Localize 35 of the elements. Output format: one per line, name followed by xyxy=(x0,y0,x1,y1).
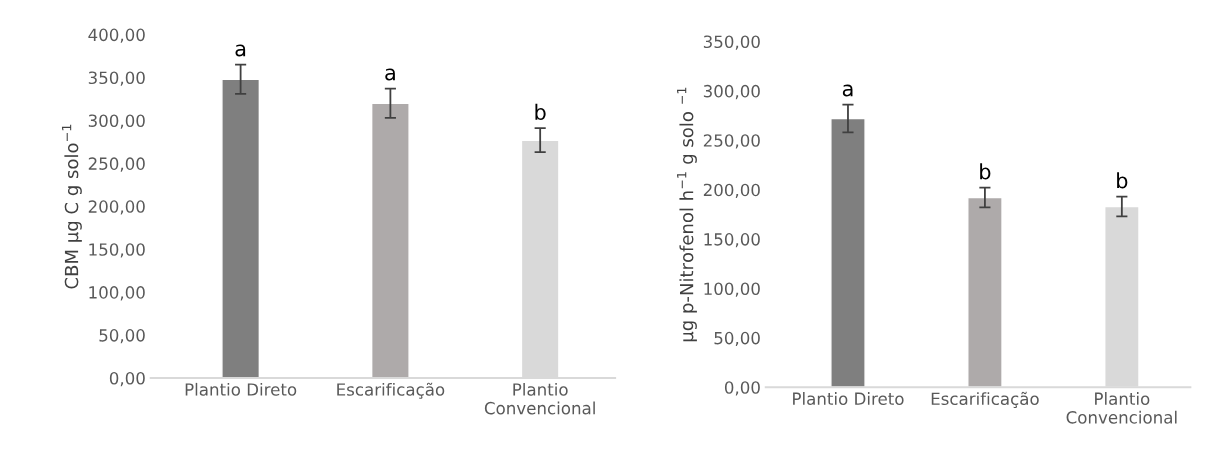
bar xyxy=(221,78,261,379)
y-tick-label: 200,00 xyxy=(703,183,760,198)
y-tick-label: 100,00 xyxy=(704,282,760,297)
y-axis-title: CBM µg C g solo$^{−1}$ xyxy=(61,124,82,289)
y-tick-label: 250,00 xyxy=(88,157,145,172)
x-tick-label: Plantio Convencional xyxy=(484,382,595,415)
y-tick-label: 350,00 xyxy=(703,35,760,50)
y-tick-label: 150,00 xyxy=(704,233,760,248)
y-tick-label: 50,00 xyxy=(99,329,145,344)
x-tick-label: Escarificação xyxy=(931,391,1039,409)
y-tick-label: 300,00 xyxy=(88,114,145,129)
annotation: b xyxy=(980,163,991,180)
annotation: b xyxy=(535,103,546,120)
annotation: a xyxy=(385,68,395,81)
y-tick-label: 50,00 xyxy=(714,331,760,347)
y-tick-label: 0,00 xyxy=(724,381,760,396)
annotation: a xyxy=(842,84,853,97)
x-tick-label: Plantio Direto xyxy=(793,392,904,405)
y-axis-title: µg p-Nitrofenol h$^{−1}$ g solo $^{−1}$ xyxy=(677,87,697,342)
annotation: b xyxy=(1117,172,1128,189)
y-tick-label: 350,00 xyxy=(88,71,145,86)
y-tick-label: 150,00 xyxy=(89,243,145,258)
y-tick-label: 400,00 xyxy=(88,28,145,43)
x-tick-label: Escarificação xyxy=(337,382,445,399)
y-tick-label: 200,00 xyxy=(88,200,145,215)
y-tick-label: 250,00 xyxy=(703,134,760,149)
y-tick-label: 300,00 xyxy=(703,84,760,100)
x-tick-label: Plantio Direto xyxy=(185,382,297,396)
y-tick-label: 0,00 xyxy=(109,371,145,387)
x-tick-label: Plantio Convencional xyxy=(1066,392,1177,424)
bar xyxy=(830,117,866,388)
bar xyxy=(967,196,1003,388)
bar xyxy=(370,102,410,379)
y-tick-label: 100,00 xyxy=(89,286,145,301)
annotation: a xyxy=(235,44,246,57)
